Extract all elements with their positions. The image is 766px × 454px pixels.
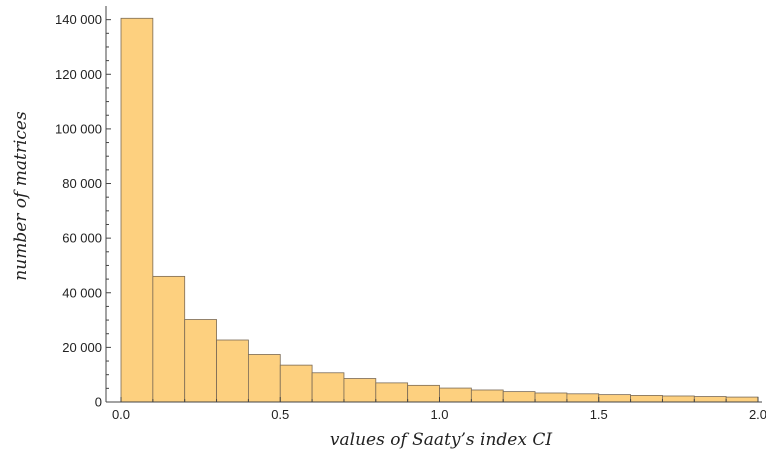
histogram-bar-18 [693,396,727,403]
y-tick-label-3: 60 000 [62,231,102,246]
histogram-bar-14 [566,393,600,403]
histogram-bar-19 [725,396,759,403]
histogram-bar-13 [534,392,568,403]
histogram-bar-10 [439,387,472,403]
histogram-bar-8 [375,382,409,403]
x-tick-label-2: 1.0 [430,407,448,422]
y-tick-label-7: 140 000 [55,12,102,27]
histogram-bar-7 [343,378,377,403]
histogram-bar-2 [184,319,217,403]
x-ticks-group: 0.0 0.5 1.0 1.5 2.0 [112,397,766,422]
y-tick-label-0: 0 [95,395,102,410]
y-ticks-group: 0 20 000 40 000 60 000 80 000 100 000 120 000 1… [55,12,111,410]
histogram-bar-12 [502,391,536,403]
x-tick-label-4: 2.0 [749,407,766,422]
histogram-bar-3 [216,339,249,403]
histogram-bar-6 [311,372,345,403]
histogram-bar-4 [247,354,281,403]
axes-group [105,6,762,403]
histogram-bar-17 [662,395,695,403]
histogram-bar-15 [598,394,632,403]
y-tick-label-4: 80 000 [62,176,102,191]
y-tick-label-5: 100 000 [55,121,102,136]
x-axis-title: values of Saaty’s index CI [330,430,552,450]
x-tick-label-0: 0.0 [112,407,130,422]
histogram-bar-5 [279,364,313,403]
y-tick-label-6: 120 000 [55,67,102,82]
y-axis-title: number of matrices [11,111,31,281]
histogram-bar-16 [630,395,663,403]
histogram-bar-11 [470,389,504,403]
x-tick-label-1: 0.5 [271,407,289,422]
histogram-bar-1 [152,275,186,403]
histogram-bar-9 [407,384,440,403]
bars-group [120,17,759,403]
y-tick-label-1: 20 000 [62,340,102,355]
y-tick-label-2: 40 000 [62,285,102,300]
histogram-bar-0 [120,17,154,403]
x-tick-label-3: 1.5 [590,407,608,422]
